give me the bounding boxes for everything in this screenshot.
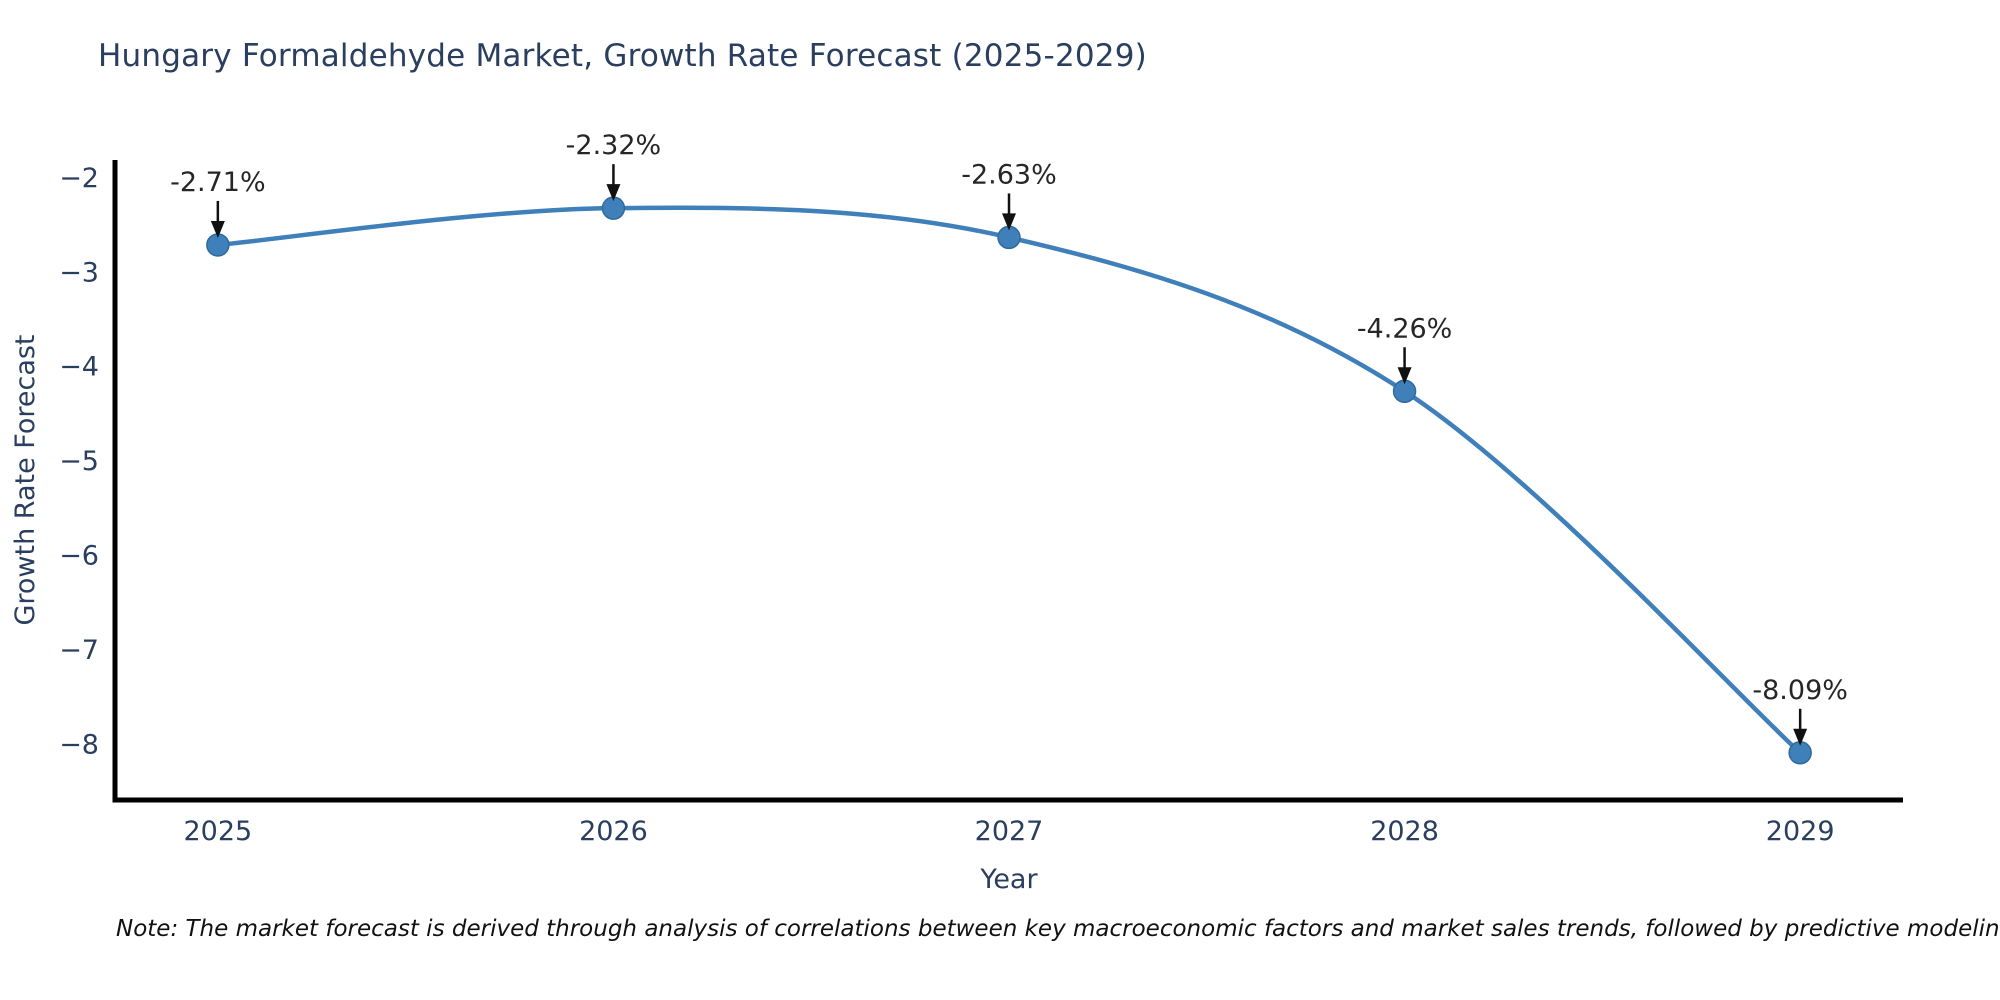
annotation-arrowhead (606, 184, 621, 202)
data-point-label: -2.32% (566, 130, 662, 161)
chart-title: Hungary Formaldehyde Market, Growth Rate… (98, 38, 1147, 74)
x-tick-label: 2027 (975, 816, 1044, 847)
y-tick-label: −3 (59, 257, 99, 288)
data-point-label: -2.71% (170, 167, 266, 198)
y-tick-label: −8 (59, 729, 99, 760)
annotation-arrowhead (1397, 367, 1412, 385)
x-tick-label: 2025 (183, 816, 252, 847)
y-tick-label: −6 (59, 541, 99, 572)
y-tick-label: −5 (59, 446, 99, 477)
data-point-label: -8.09% (1752, 675, 1848, 706)
annotation-arrowhead (1002, 213, 1016, 231)
data-point-label: -2.63% (961, 159, 1057, 190)
x-tick-label: 2028 (1370, 816, 1439, 847)
data-point-label: -4.26% (1357, 313, 1453, 344)
y-tick-label: −7 (59, 635, 99, 666)
footnote: Note: The market forecast is derived thr… (116, 916, 2000, 942)
x-tick-label: 2026 (579, 816, 648, 847)
x-axis-title: Year (979, 864, 1038, 895)
y-tick-label: −2 (59, 163, 99, 194)
trend-line (215, 205, 1803, 756)
y-tick-label: −4 (59, 352, 99, 383)
annotation-arrowhead (210, 220, 225, 238)
x-tick-label: 2029 (1766, 816, 1835, 847)
annotation-arrowhead (1793, 728, 1808, 746)
y-axis-title: Growth Rate Forecast (10, 334, 41, 625)
